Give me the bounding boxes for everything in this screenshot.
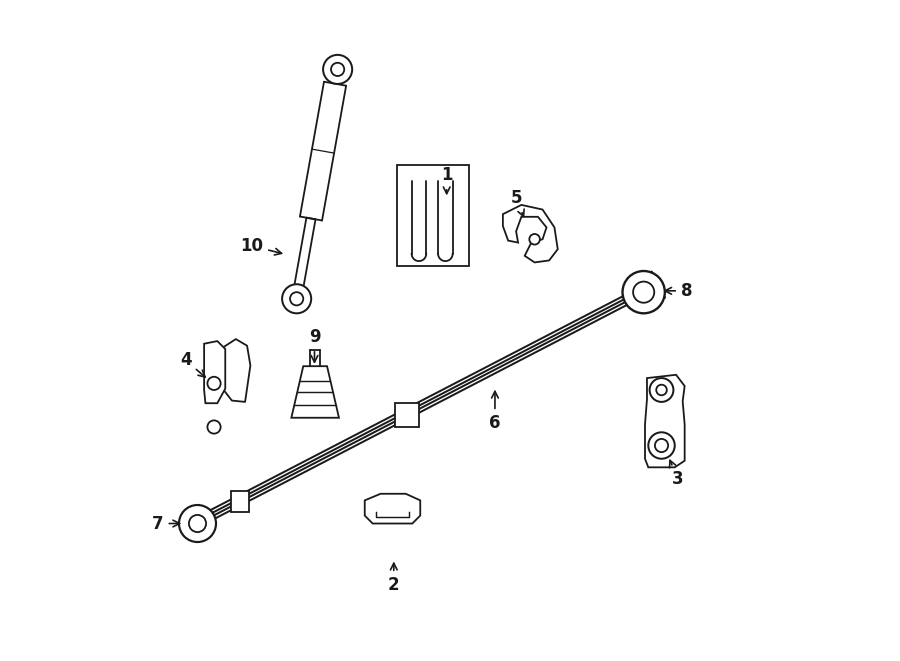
- Circle shape: [290, 292, 303, 305]
- Circle shape: [656, 385, 667, 395]
- Text: 2: 2: [388, 563, 400, 594]
- Bar: [397, 165, 469, 266]
- Circle shape: [282, 284, 311, 313]
- Circle shape: [650, 378, 673, 402]
- Text: 10: 10: [240, 237, 282, 255]
- Circle shape: [331, 63, 344, 76]
- Polygon shape: [503, 205, 558, 262]
- Polygon shape: [292, 366, 339, 418]
- Circle shape: [648, 432, 675, 459]
- Circle shape: [633, 282, 654, 303]
- Circle shape: [529, 234, 540, 245]
- Text: 9: 9: [309, 328, 320, 362]
- Polygon shape: [645, 375, 685, 467]
- Circle shape: [655, 439, 668, 452]
- Circle shape: [323, 55, 352, 84]
- Polygon shape: [204, 341, 225, 403]
- Circle shape: [207, 420, 220, 434]
- Text: 4: 4: [180, 351, 205, 377]
- Text: 1: 1: [441, 166, 453, 194]
- Polygon shape: [364, 494, 420, 524]
- Text: 5: 5: [510, 189, 524, 217]
- Circle shape: [207, 377, 220, 390]
- Text: 7: 7: [152, 514, 180, 533]
- Text: 3: 3: [670, 460, 684, 488]
- Polygon shape: [230, 491, 249, 512]
- Circle shape: [623, 271, 665, 313]
- Polygon shape: [395, 403, 419, 427]
- Circle shape: [179, 505, 216, 542]
- Text: 8: 8: [665, 282, 692, 300]
- Circle shape: [189, 515, 206, 532]
- Text: 6: 6: [490, 391, 500, 432]
